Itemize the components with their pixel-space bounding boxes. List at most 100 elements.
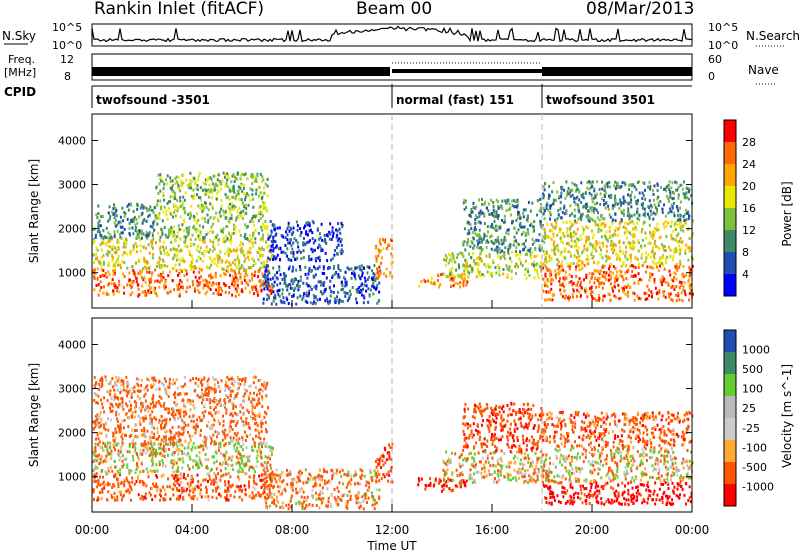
data-cell: [665, 189, 668, 193]
data-cell: [160, 266, 163, 270]
data-cell: [114, 473, 117, 477]
data-cell: [178, 228, 181, 231]
data-cell: [529, 253, 532, 257]
data-cell: [154, 292, 157, 295]
data-cell: [115, 218, 117, 222]
data-cell: [488, 255, 491, 259]
data-cell: [378, 290, 381, 294]
data-cell: [226, 178, 229, 182]
data-cell: [637, 262, 640, 266]
data-cell: [459, 281, 462, 284]
data-cell: [173, 203, 176, 207]
data-cell: [248, 279, 251, 283]
data-cell: [239, 187, 242, 190]
data-cell: [685, 273, 688, 277]
data-cell: [243, 279, 246, 282]
data-cell: [162, 404, 165, 408]
data-cell: [498, 273, 501, 277]
data-cell: [240, 445, 243, 449]
data-cell: [474, 226, 477, 229]
data-cell: [102, 460, 104, 464]
data-cell: [256, 174, 259, 178]
data-cell: [253, 398, 256, 402]
data-cell: [620, 185, 623, 188]
data-cell: [269, 248, 272, 252]
data-cell: [188, 455, 191, 459]
data-cell: [248, 290, 251, 294]
data-cell: [637, 241, 640, 244]
data-cell: [129, 233, 131, 237]
data-cell: [155, 241, 157, 245]
noise-panel: N.Sky 10^5 10^0 10^5 10^0 N.Search: [2, 21, 800, 52]
data-cell: [149, 453, 152, 457]
data-cell: [112, 431, 115, 435]
data-cell: [189, 182, 192, 186]
data-cell: [173, 381, 176, 385]
data-cell: [322, 267, 325, 271]
data-cell: [647, 185, 650, 189]
data-cell: [670, 286, 673, 289]
data-cell: [391, 260, 394, 264]
data-cell: [152, 246, 154, 250]
data-cell: [623, 231, 626, 235]
data-cell: [475, 275, 478, 279]
data-cell: [151, 449, 154, 453]
data-cell: [673, 201, 675, 205]
data-cell: [648, 215, 651, 219]
data-cell: [657, 203, 660, 207]
data-cell: [437, 279, 439, 282]
data-cell: [569, 264, 572, 268]
data-cell: [575, 189, 577, 193]
power-ylabel: Slant Range [km]: [27, 159, 41, 263]
data-cell: [379, 269, 382, 273]
data-cell: [249, 494, 251, 498]
data-cell: [430, 276, 433, 280]
data-cell: [103, 423, 106, 427]
data-cell: [662, 290, 664, 294]
data-cell: [514, 200, 517, 204]
data-cell: [307, 294, 310, 298]
data-cell: [595, 249, 598, 253]
data-cell: [308, 222, 311, 226]
data-cell: [602, 274, 604, 278]
data-cell: [669, 273, 672, 277]
data-cell: [194, 287, 197, 291]
data-cell: [101, 402, 104, 406]
data-cell: [212, 240, 215, 244]
data-cell: [163, 437, 166, 441]
data-cell: [163, 287, 166, 291]
data-cell: [624, 256, 627, 260]
data-cell: [179, 179, 182, 183]
data-cell: [568, 281, 571, 284]
data-cell: [123, 210, 126, 214]
data-cell: [344, 295, 347, 298]
data-cell: [664, 214, 667, 218]
data-cell: [503, 251, 506, 255]
data-cell: [602, 264, 604, 268]
data-cell: [467, 238, 469, 241]
data-cell: [323, 234, 326, 237]
data-cell: [612, 246, 615, 250]
data-cell: [179, 215, 182, 219]
data-cell: [358, 265, 361, 268]
data-cell: [193, 193, 196, 197]
data-cell: [183, 240, 186, 244]
data-cell: [97, 260, 100, 263]
data-cell: [139, 249, 142, 253]
data-cell: [309, 285, 312, 289]
data-cell: [587, 214, 590, 218]
data-cell: [255, 180, 258, 183]
data-cell: [555, 224, 558, 228]
data-cell: [104, 428, 107, 432]
data-cell: [507, 198, 510, 202]
data-cell: [166, 442, 169, 446]
data-cell: [107, 490, 110, 494]
data-cell: [273, 255, 276, 259]
data-cell: [612, 289, 615, 293]
data-cell: [92, 268, 95, 272]
data-cell: [556, 217, 559, 221]
data-cell: [691, 264, 694, 268]
data-cell: [346, 291, 349, 295]
data-cell: [591, 290, 594, 294]
data-cell: [489, 235, 492, 239]
